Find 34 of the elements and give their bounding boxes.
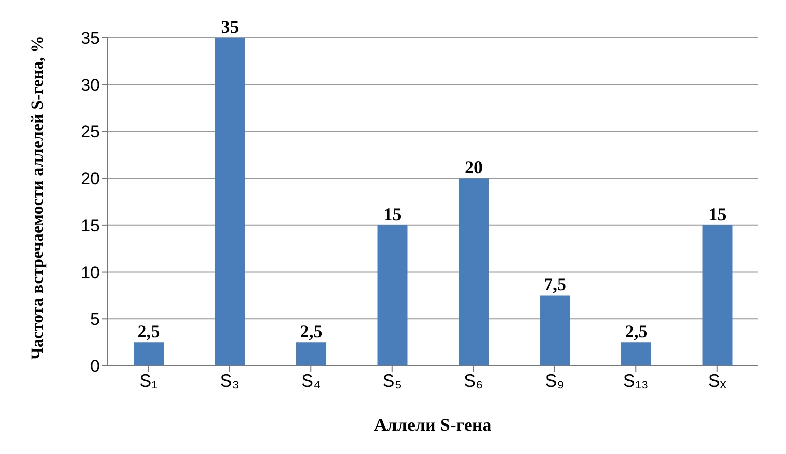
x-tick-label: S₉ <box>545 370 564 391</box>
data-label: 20 <box>465 158 483 178</box>
y-tick-label: 0 <box>90 357 100 376</box>
bar <box>378 225 408 366</box>
data-label: 2,5 <box>300 322 323 342</box>
data-label: 2,5 <box>138 322 160 342</box>
bar <box>296 342 326 366</box>
x-tick-label: S₅ <box>382 370 402 391</box>
bar <box>702 225 733 366</box>
x-tick-label: Sₓ <box>708 370 726 391</box>
x-tick-label: S₆ <box>464 370 484 391</box>
x-tick-label: S₄ <box>301 370 321 391</box>
x-axis-title: Аллели S-гена <box>374 415 492 435</box>
data-label: 2,5 <box>625 322 648 342</box>
y-tick-label: 10 <box>81 263 100 282</box>
x-tick-label: S₁₃ <box>623 370 649 391</box>
data-label: 15 <box>708 204 727 224</box>
bar <box>215 38 246 366</box>
x-tick-label: S₃ <box>220 370 240 391</box>
bar <box>540 296 570 366</box>
bar <box>459 178 489 366</box>
y-tick-label: 20 <box>81 170 100 189</box>
y-axis-title: Частота встречаемости аллелей S-гена, % <box>28 34 48 362</box>
data-label: 7,5 <box>544 274 566 295</box>
y-tick-label: 5 <box>90 310 100 330</box>
data-label: 15 <box>384 204 402 224</box>
y-tick-label: 35 <box>81 29 100 48</box>
y-tick-label: 15 <box>81 216 100 236</box>
bar <box>134 342 164 366</box>
y-tick-label: 25 <box>81 122 100 142</box>
data-label: 35 <box>221 17 240 37</box>
y-tick-label: 30 <box>81 76 100 95</box>
bar <box>622 342 652 366</box>
x-tick-label: S₁ <box>140 370 158 391</box>
